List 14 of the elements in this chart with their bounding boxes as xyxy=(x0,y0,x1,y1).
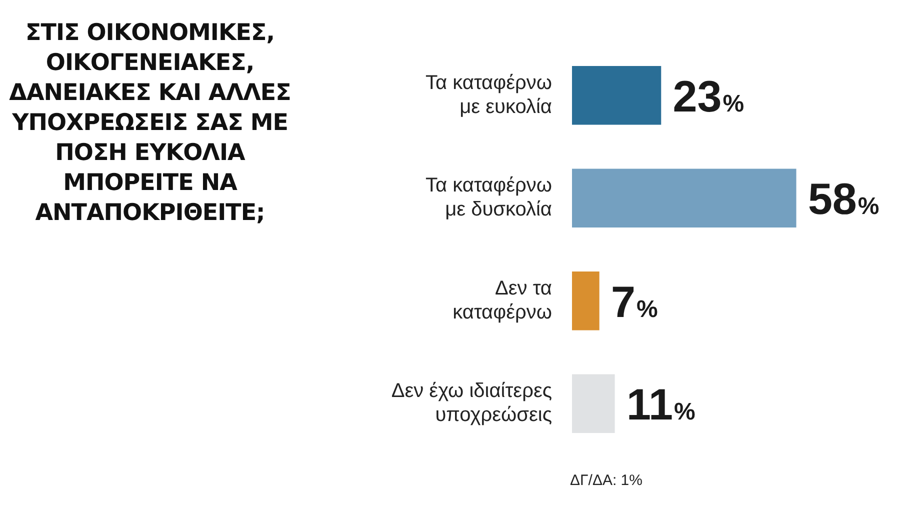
y-tick-label: Τα καταφέρνω με δυσκολία xyxy=(425,174,552,221)
y-tick-label: Τα καταφέρνω με ευκολία xyxy=(425,72,552,118)
text: ΣΤΙΣ ΟΙΚΟΝΟΜΙΚΕΣ, ΟΙΚΟΓΕΝΕΙΑΚΕΣ, ΔΑΝΕΙΑΚΕΣ ΚΑΙ ΑΛΛΕΣ ΥΠΟΧΡΕΩΣΕΙΣ ΣΑΣ ΜΕ ΠΟΣΗ ΕΥΚΟΛΙΑ ΜΠΟΡΕΙΤΕ ΝΑ ΑΝΤΑΠΟΚΡΙΘΕΙΤΕ; xyxy=(8,19,292,228)
text: ΔΓ/ΔΑ: 1% xyxy=(570,472,642,489)
bar xyxy=(572,272,600,330)
data-label: 7% xyxy=(611,278,658,327)
y-tick-label: Δεν έχω ιδιαίτερες υποχρεώσεις xyxy=(391,380,552,426)
data-label: 23% xyxy=(672,72,744,122)
bar xyxy=(572,374,615,433)
bar xyxy=(572,66,662,125)
y-tick-label: Δεν τα καταφέρνω xyxy=(452,277,552,324)
data-label: 11% xyxy=(626,380,696,430)
data-label: 58% xyxy=(808,175,880,224)
bar xyxy=(572,168,796,228)
